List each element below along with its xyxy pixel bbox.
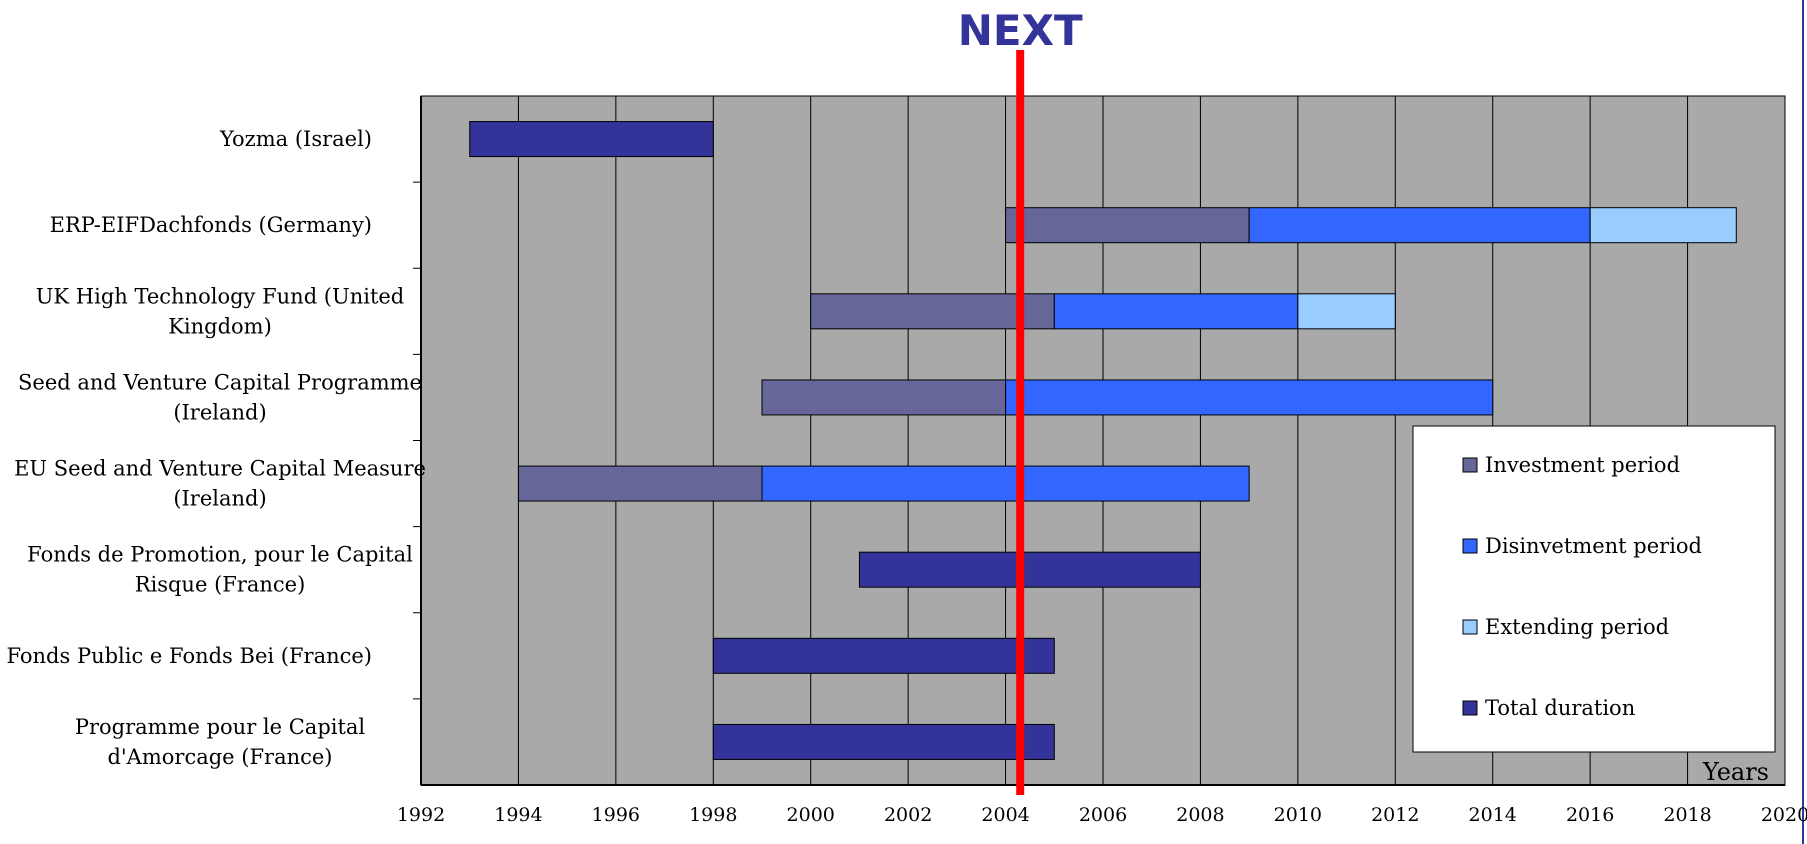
bar-segment xyxy=(1005,207,1250,244)
bar-segment xyxy=(1589,207,1737,244)
bar-segment xyxy=(517,465,763,502)
category-labels: Yozma (Israel) ERP-EIFDachfonds (Germany)… xyxy=(6,127,425,769)
x-tick-label: 2018 xyxy=(1663,804,1711,826)
bar-segment xyxy=(858,551,1201,588)
legend-box xyxy=(1412,425,1776,753)
bars-group xyxy=(469,121,1737,760)
category-label: Fonds Public e Fonds Bei (France) xyxy=(6,644,372,668)
bar-segment xyxy=(1297,293,1396,330)
category-label: EU Seed and Venture Capital Measure (Irel… xyxy=(14,457,426,511)
x-tick-label: 1998 xyxy=(689,804,737,826)
legend-label: Investment period xyxy=(1485,453,1680,477)
x-tick-label: 2004 xyxy=(981,804,1029,826)
category-label: Yozma (Israel) xyxy=(219,127,372,151)
bar-segment xyxy=(712,723,1055,760)
bar-segment xyxy=(1005,379,1494,416)
bar-segment xyxy=(761,379,1007,416)
legend-swatch xyxy=(1462,457,1478,473)
x-tick-label: 1992 xyxy=(397,804,445,826)
bar-segment xyxy=(1053,293,1299,330)
category-label: Seed and Venture Capital Programme (Irela… xyxy=(18,370,422,424)
x-tick-label: 2010 xyxy=(1274,804,1322,826)
chart-title: NEXT xyxy=(958,6,1083,55)
x-tick-label: 2020 xyxy=(1761,804,1807,826)
bar-segment xyxy=(761,465,1250,502)
category-label: Programme pour le Capital d'Amorcage (Fra… xyxy=(75,715,366,769)
x-tick-label: 2014 xyxy=(1469,804,1517,826)
bar-segment xyxy=(1248,207,1591,244)
legend-swatch xyxy=(1462,700,1478,716)
bar-segment xyxy=(469,121,714,158)
x-tick-label: 2002 xyxy=(884,804,932,826)
legend-swatch xyxy=(1462,619,1478,635)
legend-label: Total duration xyxy=(1485,696,1635,720)
bar-segment xyxy=(810,293,1055,330)
category-label: UK High Technology Fund (United Kingdom) xyxy=(36,284,405,338)
legend-label: Extending period xyxy=(1485,615,1669,639)
category-label: ERP-EIFDachfonds (Germany) xyxy=(50,213,372,237)
bar-segment xyxy=(712,637,1055,674)
x-tick-label: 2000 xyxy=(787,804,835,826)
legend: Investment period Disinvetment period Exte… xyxy=(1412,425,1776,753)
x-tick-label: 2006 xyxy=(1079,804,1127,826)
x-tick-label: 2016 xyxy=(1566,804,1614,826)
x-tick-label: 2008 xyxy=(1176,804,1224,826)
legend-label: Disinvetment period xyxy=(1485,534,1702,558)
category-label: Fonds de Promotion, pour le Capital Risqu… xyxy=(27,543,413,597)
x-tick-label: 2012 xyxy=(1371,804,1419,826)
x-tick-label: 1994 xyxy=(494,804,542,826)
x-tick-labels: 1992 1994 1996 1998 2000 2002 2004 2006 2008 2010… xyxy=(397,804,1807,826)
x-tick-label: 1996 xyxy=(592,804,640,826)
legend-swatch xyxy=(1462,538,1478,554)
x-axis-title: Years xyxy=(1702,758,1769,786)
